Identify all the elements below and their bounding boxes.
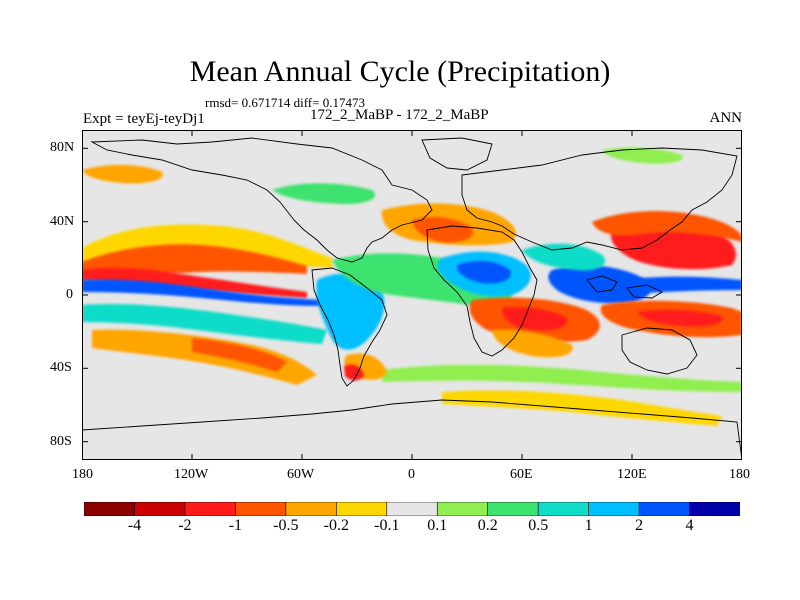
- colorbar-swatch: [235, 502, 287, 516]
- field-maritime-blue: [548, 265, 651, 304]
- colorbar-label: 2: [635, 517, 644, 534]
- season-label: ANN: [709, 110, 743, 126]
- y-tick-label: 0: [66, 287, 73, 302]
- field-southern-ocean-green: [382, 364, 742, 392]
- colorbar-swatch: [638, 502, 691, 516]
- plot-title: Mean Annual Cycle (Precipitation): [189, 55, 611, 88]
- rmsd-diff-stats: rmsd= 0.671714 diff= 0.17473: [205, 95, 365, 110]
- colorbar-label: 0.2: [477, 517, 498, 534]
- colorbar-svg: [84, 502, 740, 516]
- field-east-asia-orange: [592, 210, 742, 242]
- field-indian-ocean-deepred: [502, 307, 568, 331]
- colorbar: [84, 502, 740, 516]
- colorbar-swatch: [84, 502, 136, 516]
- colorbar-swatch: [436, 502, 489, 516]
- colorbar-swatch: [386, 502, 438, 516]
- precipitation-map: [82, 130, 742, 460]
- experiment-label: Expt = teyEj-teyDj1: [83, 111, 205, 127]
- colorbar-label: -1: [228, 517, 243, 534]
- map-frame: [82, 130, 742, 460]
- coastline-australia: [621, 327, 698, 375]
- colorbar-label: -0.1: [374, 517, 400, 534]
- field-south-atlantic-orange: [492, 329, 573, 358]
- coastline-south-america: [311, 267, 388, 387]
- field-southern-ocean-yellow: [442, 390, 722, 426]
- field-west-pacific-deepred: [637, 309, 723, 327]
- field-equatorial-red: [82, 267, 307, 298]
- field-south-pacific-red: [192, 338, 287, 372]
- colorbar-label: -0.5: [273, 517, 299, 534]
- colorbar-label: 0.1: [427, 517, 448, 534]
- y-tick-label: 80N: [50, 140, 75, 155]
- case-label: 172_2_MaBP - 172_2_MaBP: [310, 107, 489, 123]
- colorbar-swatch: [537, 502, 590, 516]
- coastline-greenland: [421, 137, 493, 171]
- colorbar-label: -4: [127, 517, 142, 534]
- field-arctic-green: [602, 147, 683, 164]
- coastline-eurasia: [461, 147, 738, 251]
- colorbar-swatch: [184, 502, 236, 516]
- map-svg: [82, 130, 742, 460]
- x-tick-label: 180: [729, 467, 750, 482]
- field-pacific-blue-band: [622, 276, 742, 294]
- colorbar-swatch: [285, 502, 337, 516]
- y-tick-label: 80S: [50, 434, 72, 449]
- coastline-north-america: [90, 137, 433, 263]
- coastlines: [82, 137, 742, 460]
- field-north-africa-darkblue: [456, 260, 511, 284]
- field-maritime-cyan: [522, 243, 606, 271]
- colorbar-label: -0.2: [323, 517, 349, 534]
- x-tick-label: 60W: [287, 467, 315, 482]
- field-arctic-orange: [82, 164, 163, 184]
- precip-field: [82, 147, 742, 426]
- colorbar-swatch: [689, 502, 740, 516]
- colorbar-swatch: [336, 502, 388, 516]
- colorbar-label: 4: [685, 517, 694, 534]
- colorbar-swatch: [588, 502, 640, 516]
- x-tick-label: 0: [408, 467, 415, 482]
- x-tick-label: 180: [72, 467, 93, 482]
- colorbar-swatch: [487, 502, 539, 516]
- y-tick-label: 40N: [50, 214, 75, 229]
- colorbar-labels: -4 -2 -1 -0.5 -0.2 -0.1 0.1 0.2 0.5 1 2 4: [84, 517, 740, 537]
- colorbar-label: -2: [178, 517, 192, 534]
- field-south-america-blue: [316, 273, 385, 350]
- field-south-equatorial-cyan: [82, 303, 327, 344]
- colorbar-label: 1: [584, 517, 593, 534]
- coastline-antarctica: [82, 399, 742, 460]
- coastline-maritime: [586, 275, 663, 299]
- coastline-africa: [426, 225, 538, 357]
- colorbar-swatch: [134, 502, 186, 516]
- field-patagonia-red: [344, 364, 364, 381]
- field-equatorial-blue: [82, 279, 322, 306]
- field-south-pacific-orange: [92, 329, 317, 385]
- x-tick-label: 120E: [617, 467, 647, 482]
- x-tick-label: 60E: [510, 467, 533, 482]
- y-tick-label: 40S: [50, 360, 72, 375]
- field-north-atlantic-green: [272, 183, 376, 205]
- x-tick-label: 120W: [174, 467, 209, 482]
- colorbar-label: 0.5: [528, 517, 549, 534]
